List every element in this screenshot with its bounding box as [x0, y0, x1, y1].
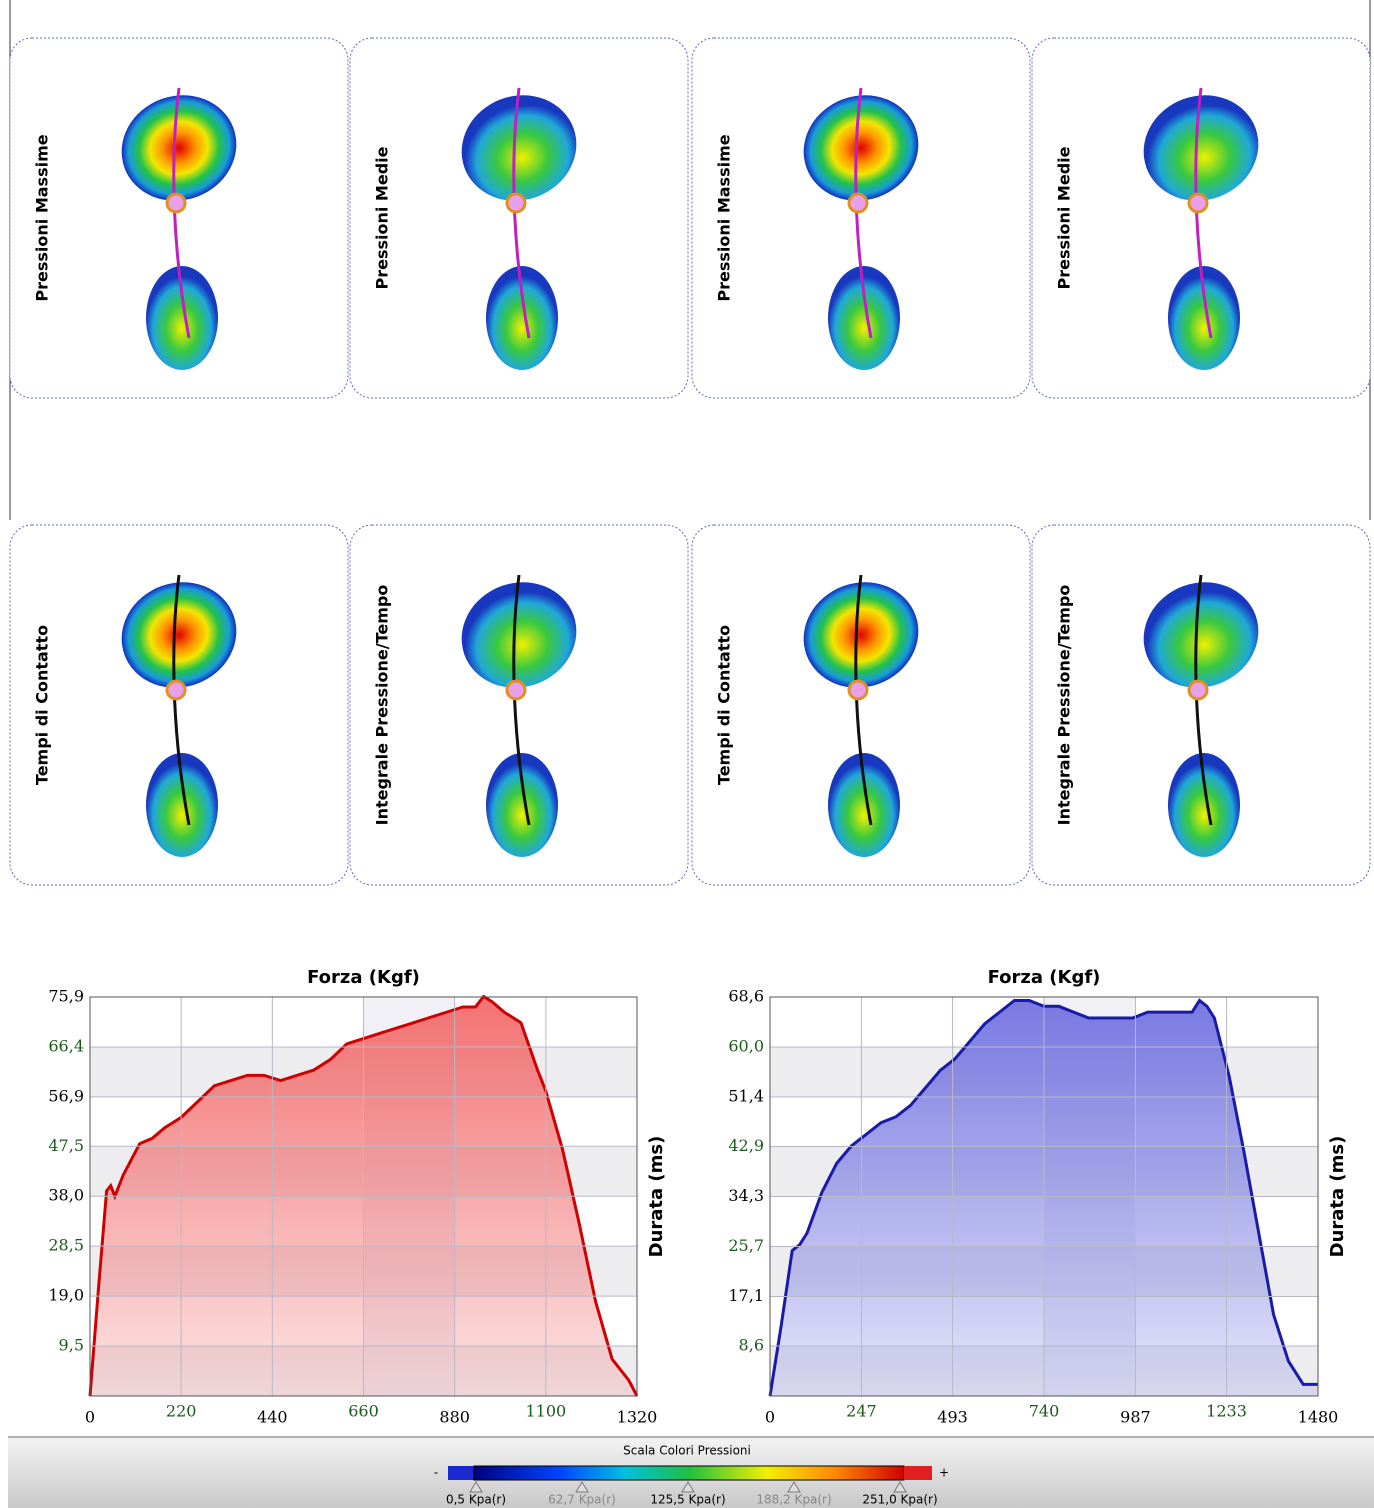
- charts: 9,5 19,0 28,5 38,0 47,5 56,9 66,4 75,9 0 220 440 66…: [48, 967, 1348, 1427]
- y-tick-label: 42,9: [728, 1136, 764, 1155]
- panel-label: Tempi di Contatto: [715, 625, 734, 785]
- y-tick-label: 17,1: [728, 1286, 764, 1305]
- panel-label: Integrale Pressione/Tempo: [373, 585, 392, 826]
- x-tick-label: 493: [937, 1408, 968, 1427]
- x-tick-label: 660: [348, 1402, 379, 1421]
- heel: [828, 266, 900, 370]
- cop-marker: [507, 194, 525, 212]
- chart-title: Forza (Kgf): [988, 967, 1101, 988]
- heel: [1168, 266, 1240, 370]
- scale-label: 251,0 Kpa(r): [862, 1493, 937, 1507]
- x-tick-label: 1320: [617, 1408, 658, 1427]
- heel: [146, 266, 218, 370]
- heel: [146, 753, 218, 857]
- scale-end: [448, 1466, 474, 1480]
- scale-label: 62,7 Kpa(r): [548, 1493, 616, 1507]
- y-tick-label: 19,0: [48, 1286, 84, 1305]
- x-tick-label: 0: [765, 1408, 775, 1427]
- cop-marker: [849, 194, 867, 212]
- scale-label: 0,5 Kpa(r): [446, 1493, 506, 1507]
- cop-marker: [1189, 681, 1207, 699]
- y-tick-label: 51,4: [728, 1087, 764, 1106]
- panel-label: Pressioni Medie: [373, 146, 392, 289]
- scale-label: 125,5 Kpa(r): [650, 1493, 725, 1507]
- y-tick-label: 66,4: [48, 1036, 84, 1055]
- heel: [486, 753, 558, 857]
- panel-label: Pressioni Massime: [33, 134, 52, 301]
- x-tick-label: 247: [846, 1402, 877, 1421]
- scale-label: 188,2 Kpa(r): [756, 1493, 831, 1507]
- y-tick-label: 28,5: [48, 1236, 84, 1255]
- cop-marker: [1189, 194, 1207, 212]
- panel-label: Tempi di Contatto: [33, 625, 52, 785]
- heel: [1168, 753, 1240, 857]
- x-axis-label: Durata (ms): [646, 1136, 667, 1258]
- panel-label: Integrale Pressione/Tempo: [1055, 585, 1074, 826]
- scale-title: Scala Colori Pressioni: [623, 1444, 751, 1458]
- y-tick-label: 68,6: [728, 987, 764, 1006]
- y-tick-label: 60,0: [728, 1037, 764, 1056]
- x-tick-label: 1480: [1298, 1408, 1339, 1427]
- y-tick-label: 56,9: [48, 1086, 84, 1105]
- color-scale-bar: Scala Colori Pressioni - + 0,5 Kpa(r) 62,…: [8, 1437, 1374, 1508]
- x-tick-label: 987: [1120, 1408, 1151, 1427]
- panel-label: Pressioni Massime: [715, 134, 734, 301]
- y-tick-label: 25,7: [728, 1236, 764, 1255]
- chart-title: Forza (Kgf): [307, 967, 420, 988]
- scale-gradient: [474, 1466, 904, 1480]
- screen: Pressioni Massime Pressioni Medie Pression…: [0, 0, 1374, 1508]
- heel: [828, 753, 900, 857]
- y-tick-label: 8,6: [739, 1335, 764, 1354]
- x-tick-label: 1233: [1206, 1402, 1247, 1421]
- x-tick-label: 440: [257, 1408, 288, 1427]
- heel: [486, 266, 558, 370]
- y-tick-label: 34,3: [728, 1186, 764, 1205]
- scale-minus: -: [434, 1466, 438, 1480]
- panel-label: Pressioni Medie: [1055, 146, 1074, 289]
- y-tick-label: 47,5: [48, 1136, 84, 1155]
- cop-marker: [849, 681, 867, 699]
- x-tick-label: 0: [85, 1408, 95, 1427]
- y-tick-label: 75,9: [48, 987, 84, 1006]
- page: {"panels": [ {"label": "Pressioni Massim…: [0, 0, 1374, 1508]
- cop-marker: [167, 194, 185, 212]
- panels: Pressioni Massime Pressioni Medie Pression…: [10, 38, 1370, 885]
- x-axis-label: Durata (ms): [1327, 1136, 1348, 1258]
- x-tick-label: 740: [1029, 1402, 1060, 1421]
- x-tick-label: 220: [166, 1402, 197, 1421]
- cop-marker: [167, 681, 185, 699]
- cop-marker: [507, 681, 525, 699]
- scale-end: [904, 1466, 932, 1480]
- y-tick-label: 38,0: [48, 1186, 84, 1205]
- scale-plus: +: [939, 1466, 949, 1480]
- x-tick-label: 1100: [525, 1402, 566, 1421]
- x-tick-label: 880: [439, 1408, 470, 1427]
- y-tick-label: 9,5: [59, 1336, 84, 1355]
